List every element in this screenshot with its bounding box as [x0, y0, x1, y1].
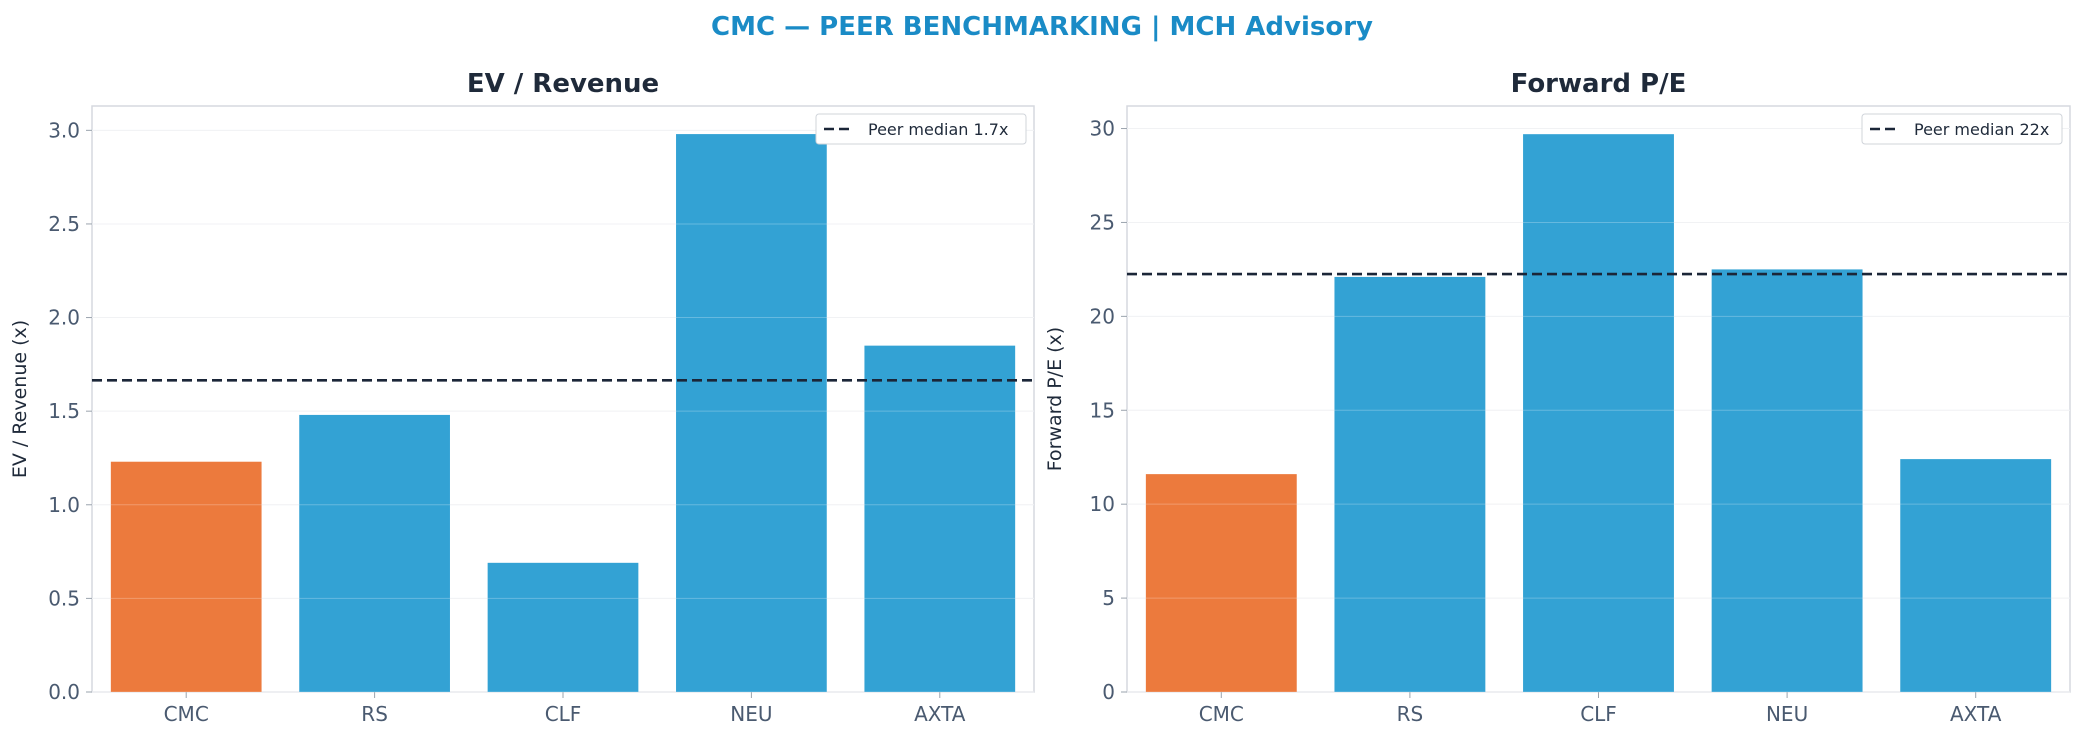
x-tick-label: AXTA	[1950, 702, 2002, 726]
bar-clf	[1523, 134, 1674, 692]
y-tick-label: 15	[1090, 398, 1115, 422]
bar-rs	[1334, 276, 1486, 692]
bar-axta	[864, 345, 1016, 692]
legend-label: Peer median 1.7x	[868, 120, 1008, 139]
bar-neu	[676, 134, 827, 692]
x-tick-label: NEU	[1766, 702, 1808, 726]
x-tick-label: CMC	[1199, 702, 1244, 726]
x-tick-label: CLF	[545, 702, 582, 726]
y-tick-label: 1.5	[48, 399, 80, 423]
legend-label: Peer median 22x	[1914, 120, 2049, 139]
y-tick-label: 0.0	[48, 680, 80, 704]
y-tick-label: 0	[1102, 680, 1115, 704]
y-tick-label: 30	[1090, 117, 1115, 141]
chart-panel-1: 0 5 10 15 20 25 30 CMC RS CLF NEU AXTA Forward P/E Fo…	[1044, 69, 2071, 726]
x-tick-label: CMC	[164, 702, 209, 726]
legend: Peer median 22x	[1861, 113, 2063, 145]
x-tick-label: NEU	[730, 702, 772, 726]
y-tick-label: 20	[1090, 304, 1115, 328]
y-tick-label: 2.5	[48, 212, 80, 236]
x-tick-label: CLF	[1580, 702, 1617, 726]
legend-box	[815, 113, 1027, 145]
y-tick-label: 1.0	[48, 493, 80, 517]
bar-neu	[1711, 269, 1863, 692]
y-tick-label: 0.5	[48, 586, 80, 610]
bar-axta	[1900, 459, 2052, 692]
bar-cmc	[110, 461, 262, 692]
chart-panel-0: 0.0 0.5 1.0 1.5 2.0 2.5 3.0 CMC RS CLF NEU AXTA EV /…	[9, 69, 1035, 726]
y-tick-label: 25	[1090, 210, 1115, 234]
bar-rs	[299, 414, 450, 692]
bar-clf	[487, 562, 639, 692]
y-tick-label: 3.0	[48, 118, 80, 142]
y-tick-label: 10	[1090, 492, 1115, 516]
x-tick-label: RS	[1397, 702, 1424, 726]
figure-suptitle: CMC — PEER BENCHMARKING | MCH Advisory	[711, 12, 1373, 42]
x-tick-label: AXTA	[914, 702, 966, 726]
y-axis-label: Forward P/E (x)	[1044, 327, 1066, 471]
y-tick-label: 2.0	[48, 306, 80, 330]
bar-cmc	[1145, 474, 1297, 692]
panel-title: EV / Revenue	[467, 69, 659, 99]
legend-box	[1861, 113, 2063, 145]
panel-title: Forward P/E	[1511, 69, 1687, 99]
legend: Peer median 1.7x	[815, 113, 1027, 145]
x-tick-label: RS	[361, 702, 388, 726]
y-tick-label: 5	[1102, 586, 1115, 610]
y-axis-label: EV / Revenue (x)	[9, 320, 31, 478]
